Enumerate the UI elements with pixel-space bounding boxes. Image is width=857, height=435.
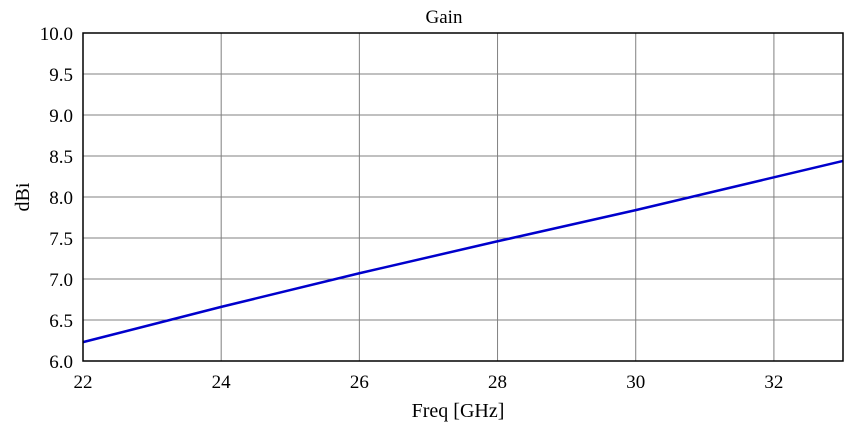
y-tick-label: 9.5 (49, 65, 73, 86)
grid-lines (82, 32, 843, 362)
y-tick-label: 8.5 (49, 147, 73, 168)
y-tick-label: 6.0 (49, 352, 73, 373)
x-tick-label: 26 (350, 372, 369, 393)
x-tick-label: 28 (488, 372, 507, 393)
x-tick-label: 24 (212, 372, 232, 393)
y-tick-label: 9.0 (49, 106, 73, 127)
series-layer (82, 159, 844, 344)
y-tick-label: 8.0 (49, 188, 73, 209)
gain-series-line (82, 159, 844, 344)
y-tick-label: 7.0 (49, 270, 73, 291)
x-tick-label: 30 (626, 372, 645, 393)
x-axis-label: Freq [GHz] (412, 400, 505, 422)
tick-labels: 22 24 26 28 30 32 6.0 6.5 7.0 7.5 8.0 8.5 9.0 9.5 10.0 (40, 24, 784, 393)
y-tick-label: 10.0 (40, 24, 73, 45)
plot-frame (82, 32, 844, 362)
x-tick-label: 22 (74, 372, 93, 393)
chart-title: Gain (426, 7, 463, 28)
y-axis-label: dBi (12, 182, 34, 211)
y-tick-label: 7.5 (49, 229, 73, 250)
y-tick-label: 6.5 (49, 311, 73, 332)
x-tick-label: 32 (764, 372, 783, 393)
